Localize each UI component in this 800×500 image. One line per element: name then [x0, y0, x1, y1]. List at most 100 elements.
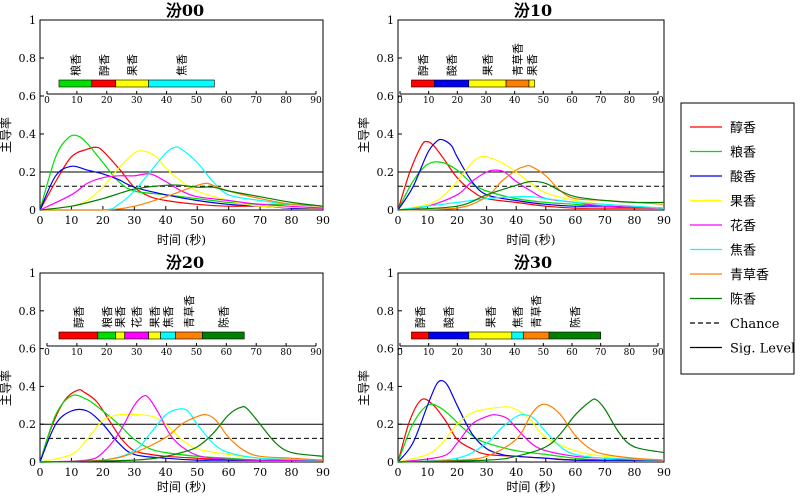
series-line-焦香	[397, 195, 665, 211]
series-line-花香	[397, 414, 665, 463]
y-tick-label: 0.2	[377, 418, 395, 431]
series-line-青草香	[39, 413, 324, 463]
strip-tick-label: 60	[221, 96, 233, 106]
x-axis-label: 时间 (秒)	[157, 480, 206, 494]
dominance-segment-label: 陈香	[216, 306, 230, 328]
dominance-segment	[148, 79, 215, 88]
dominance-segment	[411, 79, 435, 88]
legend-label: Chance	[730, 317, 780, 332]
x-tick-label: 90	[657, 214, 671, 227]
dominance-segment	[505, 79, 530, 88]
strip-tick-label: 30	[131, 348, 143, 358]
x-tick-label: 30	[127, 466, 141, 479]
strip-tick-label: 70	[595, 96, 607, 106]
dominance-segment	[58, 79, 93, 88]
dominance-segment-label: 青草香	[530, 295, 543, 328]
series-line-花香	[39, 173, 324, 211]
dominance-segment-label: 醇香	[97, 54, 111, 76]
dominance-segment-label: 粮香	[68, 54, 82, 76]
x-tick-label: 30	[127, 214, 141, 227]
legend-frame	[680, 102, 795, 375]
legend-label: 粮香	[730, 146, 756, 161]
x-tick-label: 70	[253, 466, 267, 479]
strip-tick-label: 40	[161, 96, 173, 106]
x-tick-label: 40	[509, 466, 523, 479]
x-tick-label: 90	[657, 466, 671, 479]
x-tick-label: 20	[96, 214, 110, 227]
dominance-segment-label: 醇香	[416, 54, 430, 76]
x-tick-label: 80	[285, 214, 299, 227]
plot-frame	[39, 19, 324, 211]
series-line-青草香	[397, 403, 665, 463]
series-line-醇香	[397, 140, 664, 211]
legend-label: 陈香	[730, 292, 756, 308]
legend-label: 果香	[730, 195, 756, 210]
x-tick-label: 80	[627, 466, 641, 479]
y-tick-label: 0	[387, 456, 394, 469]
dominance-segment	[468, 331, 513, 340]
x-tick-label: 50	[190, 466, 204, 479]
strip-tick-label: 40	[509, 348, 521, 358]
x-tick-label: 20	[450, 214, 464, 227]
x-tick-label: 30	[480, 466, 494, 479]
strip-tick-label: 70	[250, 96, 262, 106]
x-tick-label: 0	[395, 466, 402, 479]
x-tick-label: 80	[627, 214, 641, 227]
strip-tick-label: 90	[310, 348, 322, 358]
strip-tick-label: 60	[566, 348, 578, 358]
strip-tick-label: 50	[538, 96, 550, 106]
y-axis-label: 主导率	[0, 117, 13, 153]
y-tick-label: 0.6	[19, 343, 37, 356]
dominance-segment-label: 果香	[481, 54, 494, 76]
strip-tick-label: 20	[452, 348, 464, 358]
dominance-segment-label: 果香	[149, 306, 162, 328]
dominance-segment-label: 果香	[484, 306, 497, 328]
y-tick-label: 0.6	[377, 90, 395, 103]
y-tick-label: 0.8	[377, 52, 395, 65]
dominance-segment	[522, 331, 550, 340]
panel-title: 汾10	[514, 1, 552, 20]
y-tick-label: 0.8	[377, 305, 395, 318]
series-line-陈香	[39, 406, 324, 463]
dominance-segment-label: 青草香	[183, 295, 196, 328]
y-tick-label: 0	[29, 204, 36, 217]
strip-tick-label: 0	[44, 348, 50, 358]
dominance-segment	[58, 331, 99, 340]
dominance-segment	[528, 79, 536, 88]
strip-tick-label: 80	[280, 348, 292, 358]
dominance-segment-label: 果香	[526, 54, 539, 76]
x-tick-label: 90	[316, 214, 330, 227]
x-tick-label: 50	[539, 214, 553, 227]
dominance-segment-label: 酸香	[445, 54, 459, 76]
series-line-陈香	[397, 180, 665, 211]
x-tick-label: 40	[159, 466, 173, 479]
dominance-segment	[411, 331, 429, 340]
dominance-segment-label: 焦香	[162, 306, 175, 328]
legend-label: 青草香	[730, 268, 769, 283]
plot-frame	[397, 19, 665, 211]
series-line-青草香	[39, 182, 324, 211]
panel-title: 汾30	[514, 253, 552, 272]
x-tick-label: 0	[395, 214, 402, 227]
dominance-segment	[428, 331, 470, 340]
strip-tick-label: 30	[480, 348, 492, 358]
x-axis-label: 时间 (秒)	[506, 233, 555, 247]
strip-tick-label: 40	[161, 348, 173, 358]
dominance-segment	[115, 331, 126, 340]
x-tick-label: 40	[509, 214, 523, 227]
y-tick-label: 0.2	[377, 166, 395, 179]
x-axis-label: 时间 (秒)	[506, 480, 555, 494]
y-tick-label: 1	[29, 267, 36, 280]
strip-tick-label: 0	[397, 96, 403, 106]
series-line-花香	[39, 395, 324, 463]
dominance-segment	[91, 79, 117, 88]
x-tick-label: 10	[64, 214, 78, 227]
x-tick-label: 70	[598, 214, 612, 227]
series-line-果香	[39, 413, 324, 463]
dominance-segment-label: 酸香	[442, 306, 456, 328]
dominance-segment-label: 焦香	[176, 54, 189, 76]
dominance-segment	[148, 331, 161, 340]
x-tick-label: 60	[568, 214, 582, 227]
